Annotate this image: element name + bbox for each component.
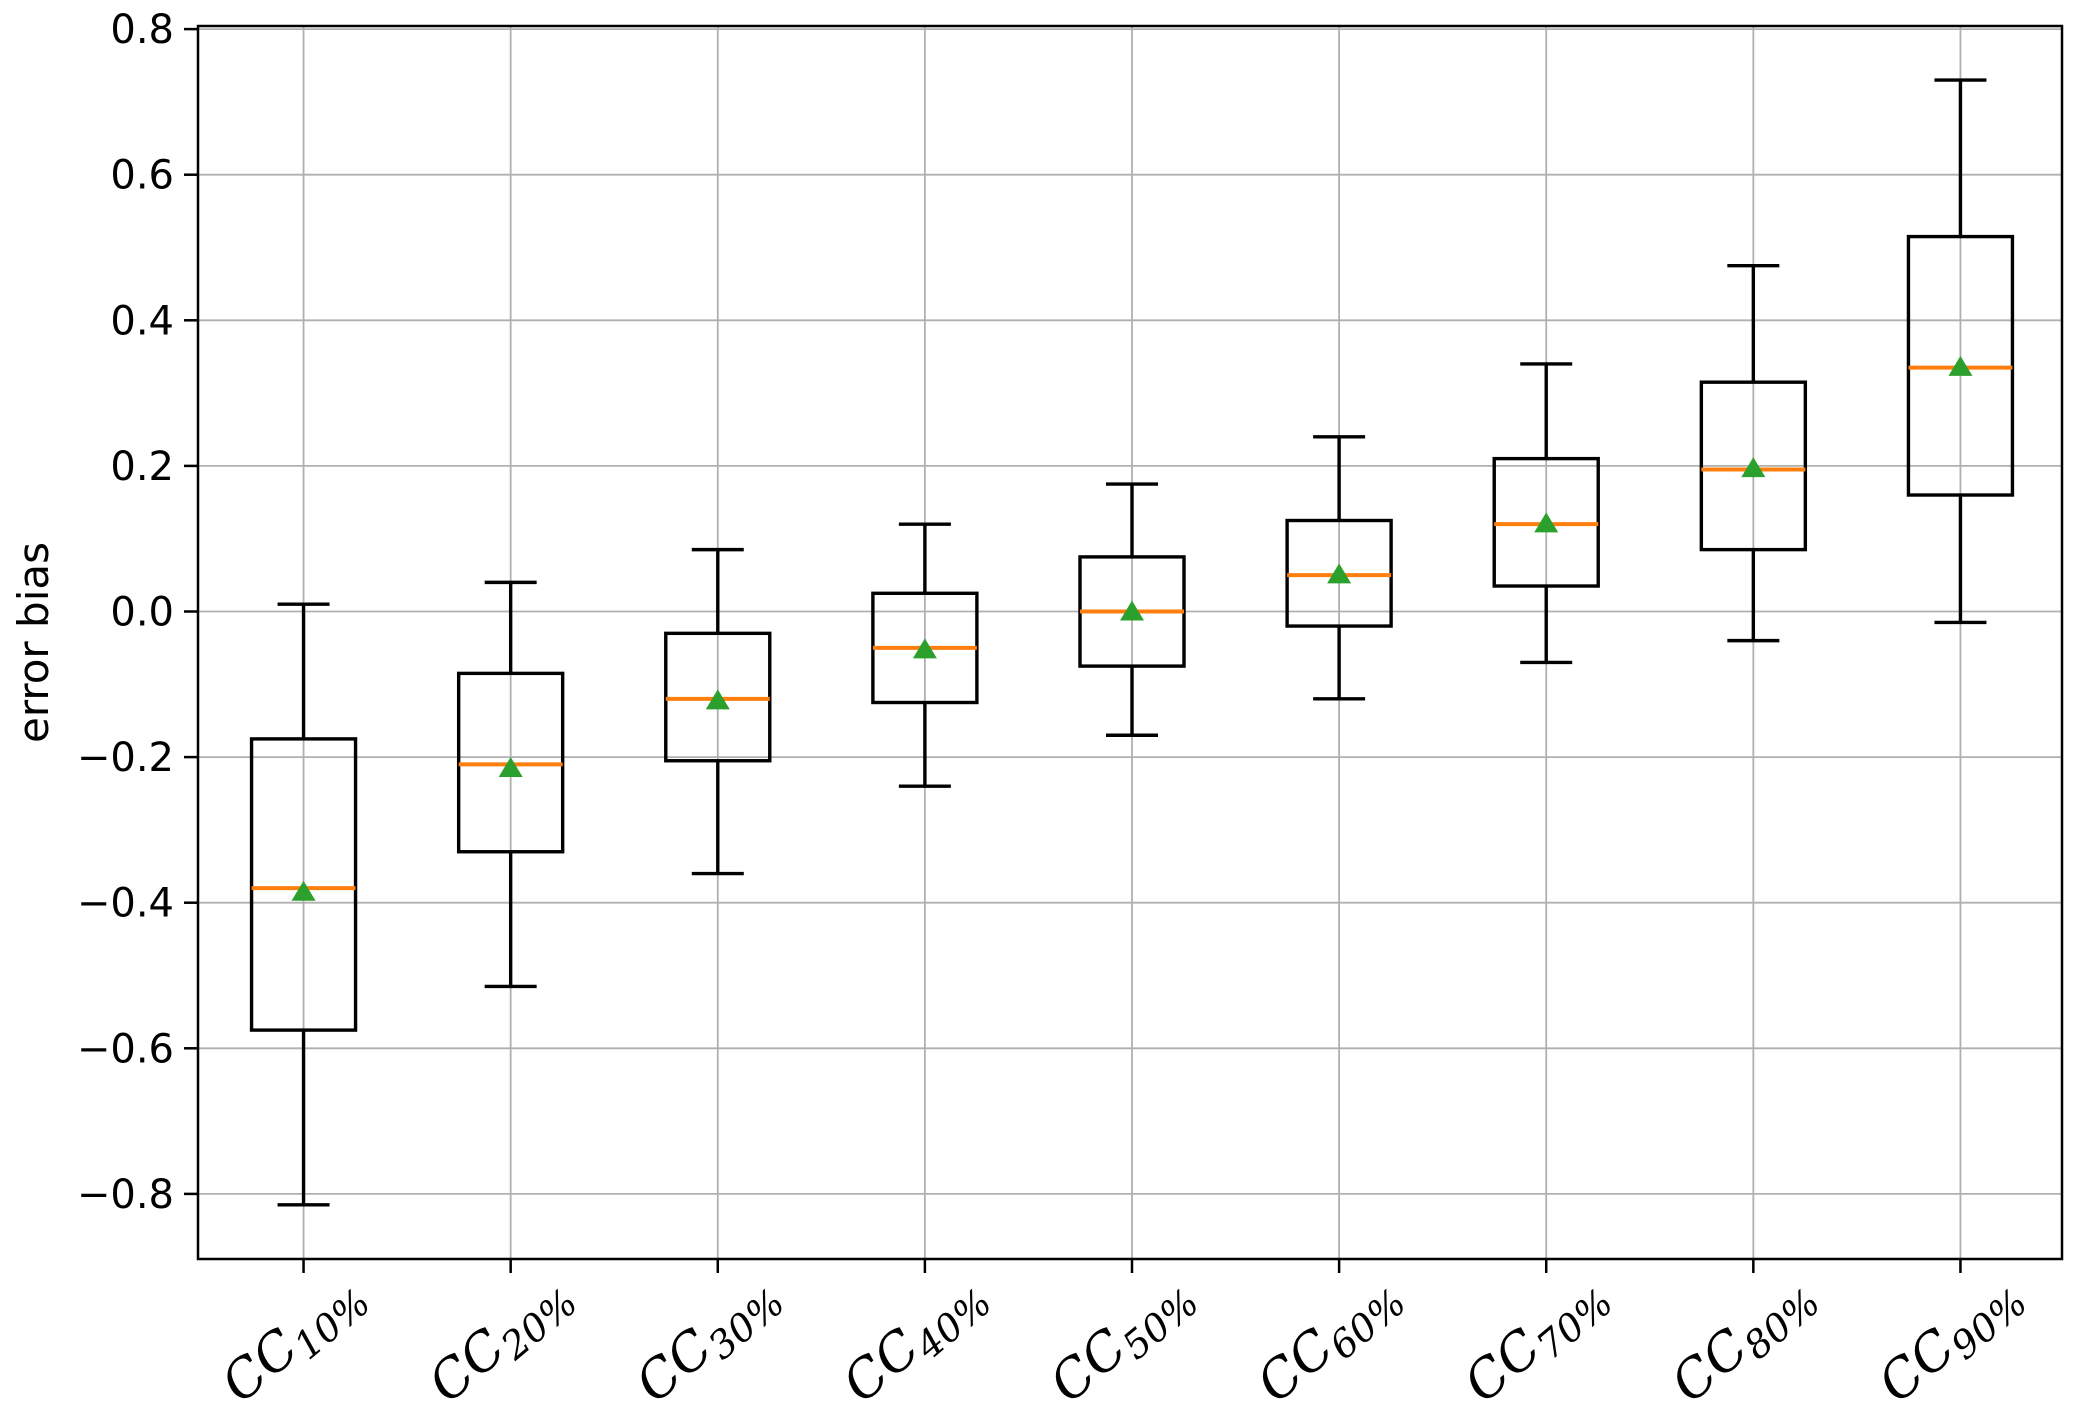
box-group-CC30%	[664, 547, 772, 876]
plot-area-spines	[196, 24, 2064, 1261]
x-tick-label-CC50%: CC50%	[1039, 1263, 1207, 1419]
x-tick-label-CC80%: CC80%	[1660, 1263, 1828, 1419]
iqr-box-CC80%	[1699, 380, 1808, 552]
mean-marker-CC70%	[1534, 512, 1559, 533]
y-tick-label-−0.4: −0.4	[77, 881, 174, 927]
mean-marker-CC40%	[912, 638, 937, 659]
x-tick-label-CC70%: CC70%	[1453, 1263, 1621, 1419]
x-tick-label-CC20%: CC20%	[418, 1263, 586, 1419]
y-tick-label-−0.2: −0.2	[77, 735, 174, 781]
mean-marker-CC60%	[1327, 563, 1352, 584]
mean-marker-CC30%	[705, 689, 730, 710]
box-group-CC90%	[1906, 78, 2015, 625]
x-tick-label-CC60%: CC60%	[1246, 1263, 1414, 1419]
y-axis-label: error bias	[9, 542, 58, 743]
iqr-box-CC10%	[249, 737, 358, 1032]
y-tick-label-0.8: 0.8	[110, 7, 174, 53]
box-group-CC10%	[249, 602, 358, 1207]
x-tick-label-CC10%: CC10%	[211, 1263, 379, 1419]
box-group-CC80%	[1699, 264, 1808, 643]
y-tick-label-0.2: 0.2	[110, 444, 174, 490]
box-group-CC50%	[1078, 482, 1186, 737]
y-tick-label-0.4: 0.4	[110, 298, 174, 344]
y-tick-label-0.0: 0.0	[110, 590, 174, 636]
mean-marker-CC80%	[1741, 457, 1766, 478]
box-group-CC70%	[1492, 362, 1600, 665]
box-group-CC40%	[871, 522, 979, 788]
x-tick-label-CC40%: CC40%	[832, 1263, 1000, 1419]
mean-marker-CC20%	[498, 757, 523, 778]
mean-marker-CC10%	[291, 880, 316, 901]
mean-marker-CC90%	[1948, 355, 1973, 376]
box-group-CC20%	[456, 580, 565, 989]
y-tick-label-−0.6: −0.6	[77, 1026, 174, 1072]
x-tick-label-CC30%: CC30%	[625, 1263, 793, 1419]
box-group-CC60%	[1285, 435, 1393, 701]
x-tick-label-CC90%: CC90%	[1867, 1263, 2035, 1419]
y-tick-label-0.6: 0.6	[110, 153, 174, 199]
mean-marker-CC50%	[1120, 600, 1144, 621]
y-tick-label-−0.8: −0.8	[77, 1172, 174, 1218]
